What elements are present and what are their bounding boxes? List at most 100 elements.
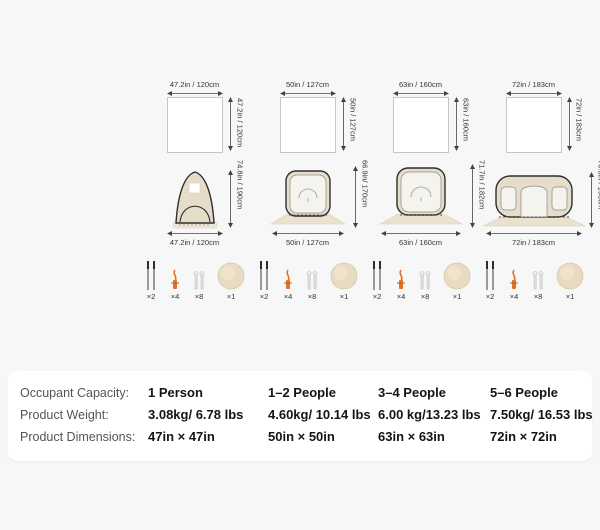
carry-bag-icon: [330, 262, 358, 290]
capacity-value-1: 1 Person: [148, 382, 268, 403]
stake-icon: [305, 271, 319, 290]
table-row: Occupant Capacity: 1 Person 1–2 People 3…: [20, 382, 592, 404]
dimensions-value-3: 63in × 63in: [378, 426, 490, 447]
product-column-4: 72in / 183cm 72in / 183cm 76.8in / 195cm…: [477, 80, 590, 301]
accessory-qty: ×4: [397, 292, 406, 301]
accessory-qty: ×1: [566, 292, 575, 301]
size-comparison-figures: 47.2in / 120cm 47.2in / 120cm 74.8in / 1…: [138, 80, 600, 301]
footprint-depth-label: 72in / 183cm: [575, 98, 584, 141]
footprint-width-label: 50in / 127cm: [280, 80, 336, 89]
vertical-dimension-arrow: [566, 97, 573, 151]
footprint-square: [393, 97, 449, 153]
tent-height-arrow: [469, 164, 476, 228]
footprint-diagram: 63in / 160cm 63in / 160cm: [393, 80, 449, 153]
footprint-depth-label: 50in / 127cm: [349, 98, 358, 141]
guy-rope-icon: [508, 269, 520, 290]
tent-width-arrow: [272, 230, 344, 237]
tent-diagram: 71.7in / 182cm: [364, 160, 477, 230]
horizontal-dimension-arrow: [506, 90, 562, 97]
tent-width-arrow: [167, 230, 223, 237]
footprint-square: [167, 97, 223, 153]
tent-width-label: 72in / 183cm: [477, 238, 590, 247]
tent-width-arrow: [486, 230, 582, 237]
product-column-2: 50in / 127cm 50in / 127cm 66.9in/ 170cm …: [251, 80, 364, 301]
accessory-carry-bag: ×1: [443, 262, 471, 301]
horizontal-dimension-arrow: [393, 90, 449, 97]
accessory-qty: ×1: [453, 292, 462, 301]
tent-height-label: 76.8in / 195cm: [597, 160, 600, 209]
weight-value-1: 3.08kg/ 6.78 lbs: [148, 404, 268, 425]
accessory-qty: ×8: [534, 292, 543, 301]
accessory-qty: ×4: [510, 292, 519, 301]
tent-height-arrow: [352, 166, 359, 228]
vertical-dimension-arrow: [227, 97, 234, 151]
accessory-qty: ×2: [147, 292, 156, 301]
tent-diagram: 66.9in/ 170cm: [251, 160, 364, 230]
horizontal-dimension-arrow: [167, 90, 223, 97]
accessory-qty: ×2: [486, 292, 495, 301]
pole-icon: [483, 260, 497, 290]
accessory-qty: ×1: [227, 292, 236, 301]
tent-height-arrow: [588, 172, 595, 228]
accessory-qty: ×2: [373, 292, 382, 301]
capacity-value-4: 5–6 People: [490, 382, 592, 403]
footprint-diagram: 47.2in / 120cm 47.2in / 120cm: [167, 80, 223, 153]
accessory-qty: ×4: [284, 292, 293, 301]
weight-value-4: 7.50kg/ 16.53 lbs: [490, 404, 593, 425]
accessory-carry-bag: ×1: [556, 262, 584, 301]
accessory-poles: ×2: [483, 260, 497, 301]
tent-diagram: 76.8in / 195cm: [477, 160, 590, 230]
tent-width-label: 47.2in / 120cm: [138, 238, 251, 247]
tent-diagram: 74.8in / 190cm: [138, 160, 251, 230]
accessory-guy-ropes: ×4: [508, 269, 520, 301]
row-label-capacity: Occupant Capacity:: [20, 383, 148, 404]
dimensions-value-2: 50in × 50in: [268, 426, 378, 447]
tent-height-label: 74.8in / 190cm: [236, 160, 245, 209]
footprint-square: [506, 97, 562, 153]
vertical-dimension-arrow: [453, 97, 460, 151]
footprint-depth-label: 63in / 160cm: [462, 98, 471, 141]
accessory-qty: ×4: [171, 292, 180, 301]
footprint-square: [280, 97, 336, 153]
table-row: Product Weight: 3.08kg/ 6.78 lbs 4.60kg/…: [20, 404, 592, 426]
vertical-dimension-arrow: [340, 97, 347, 151]
row-label-weight: Product Weight:: [20, 405, 148, 426]
accessory-qty: ×8: [308, 292, 317, 301]
accessory-stakes: ×8: [305, 271, 319, 301]
table-row: Product Dimensions: 47in × 47in 50in × 5…: [20, 426, 592, 448]
guy-rope-icon: [169, 269, 181, 290]
guy-rope-icon: [395, 269, 407, 290]
accessory-guy-ropes: ×4: [395, 269, 407, 301]
row-label-dimensions: Product Dimensions:: [20, 427, 148, 448]
tent-width-label: 63in / 160cm: [364, 238, 477, 247]
accessory-guy-ropes: ×4: [282, 269, 294, 301]
carry-bag-icon: [217, 262, 245, 290]
accessory-carry-bag: ×1: [330, 262, 358, 301]
accessory-poles: ×2: [370, 260, 384, 301]
weight-value-3: 6.00 kg/13.23 lbs: [378, 404, 490, 425]
spec-comparison-table: Occupant Capacity: 1 Person 1–2 People 3…: [8, 371, 592, 461]
tent-width-arrow: [381, 230, 461, 237]
weight-value-2: 4.60kg/ 10.14 lbs: [268, 404, 378, 425]
pole-icon: [144, 260, 158, 290]
accessory-qty: ×1: [340, 292, 349, 301]
accessory-qty: ×2: [260, 292, 269, 301]
capacity-value-2: 1–2 People: [268, 382, 378, 403]
stake-icon: [418, 271, 432, 290]
capacity-value-3: 3–4 People: [378, 382, 490, 403]
horizontal-dimension-arrow: [280, 90, 336, 97]
privacy-tent-illustration: [167, 170, 223, 230]
product-column-3: 63in / 160cm 63in / 160cm 71.7in / 182cm…: [364, 80, 477, 301]
pop-up-tent-illustration: [483, 170, 585, 230]
dimensions-value-4: 72in × 72in: [490, 426, 592, 447]
accessory-stakes: ×8: [531, 271, 545, 301]
footprint-depth-label: 47.2in / 120cm: [236, 98, 245, 147]
accessories-row: ×2 ×4 ×8 ×1: [138, 257, 251, 301]
accessory-qty: ×8: [421, 292, 430, 301]
dimensions-value-1: 47in × 47in: [148, 426, 268, 447]
accessory-poles: ×2: [144, 260, 158, 301]
footprint-width-label: 47.2in / 120cm: [167, 80, 223, 89]
accessory-carry-bag: ×1: [217, 262, 245, 301]
product-column-1: 47.2in / 120cm 47.2in / 120cm 74.8in / 1…: [138, 80, 251, 301]
tent-height-arrow: [227, 170, 234, 228]
